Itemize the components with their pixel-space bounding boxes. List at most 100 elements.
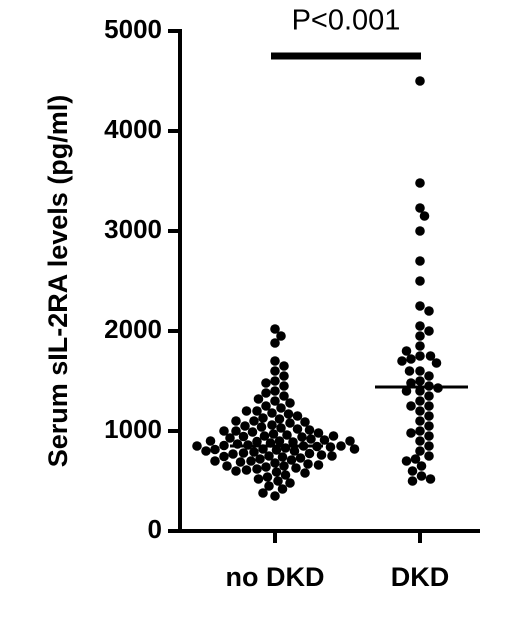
data-point <box>419 211 430 221</box>
data-point <box>328 431 339 441</box>
data-point <box>238 448 249 458</box>
data-point <box>415 256 425 266</box>
x-tick-label: no DKD <box>226 562 325 592</box>
data-point <box>424 431 434 441</box>
data-point <box>319 435 330 445</box>
data-point <box>285 418 295 428</box>
data-point <box>261 401 271 411</box>
data-point <box>425 474 436 484</box>
data-point <box>349 444 360 454</box>
data-point <box>286 455 297 465</box>
data-point <box>285 398 295 408</box>
data-point <box>316 450 327 460</box>
data-point <box>416 461 427 471</box>
data-point <box>415 416 425 426</box>
data-point <box>424 371 434 381</box>
data-point <box>297 432 307 442</box>
y-tick-label: 5000 <box>104 14 162 44</box>
data-point <box>219 426 229 436</box>
data-point <box>289 446 300 456</box>
data-point <box>303 459 313 469</box>
y-tick-label: 4000 <box>104 114 162 144</box>
data-point <box>192 441 202 451</box>
data-point <box>270 396 280 406</box>
data-point <box>279 361 289 371</box>
data-point <box>406 354 416 364</box>
data-point <box>240 421 250 431</box>
data-point <box>431 358 442 368</box>
data-point <box>415 446 425 456</box>
data-point <box>415 376 425 386</box>
y-tick-label: 1000 <box>104 414 162 444</box>
data-point <box>397 356 407 366</box>
significance-label: P<0.001 <box>292 5 401 37</box>
data-point <box>406 401 416 411</box>
data-point <box>276 403 286 413</box>
data-point <box>406 378 416 388</box>
data-point <box>261 462 271 472</box>
data-point <box>268 429 279 439</box>
data-point <box>288 437 298 447</box>
data-point <box>258 413 268 423</box>
data-point <box>327 451 337 461</box>
data-point <box>252 436 262 447</box>
data-point <box>401 386 412 396</box>
data-point <box>295 453 306 463</box>
data-point <box>410 454 421 464</box>
data-point <box>292 411 303 421</box>
data-point <box>274 414 285 424</box>
data-point <box>231 416 241 426</box>
data-point <box>267 408 277 418</box>
data-point <box>415 406 425 416</box>
data-point <box>228 449 238 459</box>
data-point <box>282 430 292 440</box>
data-point <box>274 436 285 446</box>
data-point <box>304 425 315 435</box>
data-point <box>270 356 280 366</box>
data-point <box>270 376 280 386</box>
data-point <box>256 422 267 432</box>
data-point <box>219 451 229 462</box>
data-point <box>219 440 229 451</box>
data-point <box>261 388 271 398</box>
data-point <box>253 394 264 404</box>
data-point <box>415 203 425 213</box>
data-point <box>304 448 315 459</box>
data-point <box>292 424 303 434</box>
data-point <box>415 321 425 331</box>
data-point <box>300 468 310 478</box>
data-point <box>270 386 280 396</box>
data-point <box>262 472 273 482</box>
y-tick-label: 0 <box>148 514 162 544</box>
data-point <box>270 366 280 376</box>
data-point <box>270 338 280 348</box>
data-point <box>415 76 425 86</box>
data-point <box>241 406 252 416</box>
data-point <box>271 467 282 477</box>
data-point <box>276 423 286 433</box>
data-point <box>336 441 346 451</box>
data-point <box>415 226 425 236</box>
data-point <box>201 446 211 456</box>
data-point <box>285 478 295 488</box>
data-point <box>261 378 271 388</box>
data-point <box>210 456 220 466</box>
data-point <box>415 386 425 396</box>
data-point <box>313 428 324 438</box>
y-tick-label: 3000 <box>104 214 162 244</box>
x-tick-label: DKD <box>391 562 450 592</box>
data-point <box>252 464 262 474</box>
data-point <box>210 444 220 455</box>
data-point <box>415 301 425 311</box>
data-point <box>270 491 280 501</box>
data-point <box>279 461 289 471</box>
data-point <box>424 451 434 461</box>
y-axis-label: Serum sIL-2RA levels (pg/ml) <box>43 95 73 468</box>
data-point <box>235 457 246 467</box>
data-point <box>424 441 434 451</box>
data-point <box>255 454 265 464</box>
data-point <box>264 481 274 491</box>
data-point <box>249 447 259 457</box>
data-point <box>273 476 283 486</box>
